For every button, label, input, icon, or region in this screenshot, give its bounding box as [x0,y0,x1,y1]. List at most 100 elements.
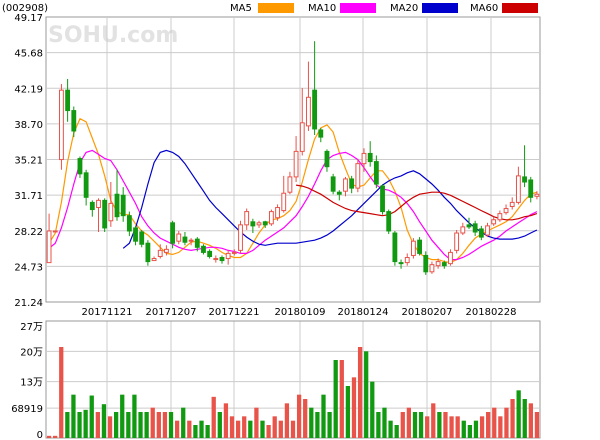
candle-body [151,258,157,262]
candle-body [392,232,398,263]
candle-body [361,152,367,165]
legend-label-ma60: MA60 [470,3,498,14]
date-x-axis: 20171121 20171207 20171221 20180109 20180124… [82,307,517,318]
date-tick-label: 20180207 [402,307,453,318]
candle-body [176,233,182,242]
volume-bar [296,394,302,438]
volume-bar [406,407,412,438]
candle-body [417,239,423,254]
volume-bar [333,360,338,438]
candle-body [485,225,490,236]
candle-body [77,158,83,175]
date-tick-label: 20180109 [275,307,326,318]
candle-body [145,242,151,263]
price-grid [45,16,541,438]
volume-bar [217,412,222,438]
volume-bar [528,403,533,438]
candle-body [275,207,280,219]
volume-bar [321,394,326,438]
volume-bar [114,412,119,438]
volume-bar [162,412,168,438]
candle-body [157,249,163,257]
price-tick-label: 49.17 [14,13,43,24]
price-tick-label: 35.21 [14,156,43,167]
volume-bar [120,394,125,438]
volume-tick-label: 68919 [11,404,43,415]
volume-bar [303,399,308,438]
volume-bar [534,412,540,438]
candle-body [262,221,268,226]
volume-bar [461,420,466,438]
volume-bar [83,409,88,438]
date-tick-label: 20180124 [338,307,389,318]
candle-body [225,252,231,260]
volume-bar [345,386,351,438]
volume-bar [357,347,363,438]
volume-tick-label: 20万 [20,347,43,358]
volume-bar [46,435,52,438]
volume-bar [77,412,82,438]
candle-body [503,208,509,214]
candle-body [52,230,58,233]
candle-body [478,228,484,238]
volume-bar [376,412,381,438]
candle-body [163,248,169,253]
date-tick-label: 20171221 [209,307,260,318]
candle-body [133,227,138,242]
candle-body [83,172,89,198]
date-tick-label: 20171121 [82,307,133,318]
price-tick-label: 21.24 [14,298,43,309]
date-tick-label: 20171207 [146,307,197,318]
candle-body [386,211,392,232]
candle-body [404,257,410,264]
volume-bar [260,420,265,438]
volume-bar [449,416,454,438]
stock-code-label: (002908) [2,3,48,14]
volume-bar [144,412,149,438]
volume-bar [339,360,344,438]
legend-label-ma5: MA5 [230,3,252,14]
candle-body [231,251,237,254]
ma-line-ma20 [122,149,538,249]
volume-bar [107,416,113,438]
volume-tick-label: 27万 [20,322,43,333]
volume-bar [272,416,277,438]
candle-body [448,251,453,265]
candle-body [318,129,324,138]
volume-bar [59,347,64,438]
date-tick-label: 20180228 [466,307,517,318]
candle-body [201,245,206,253]
candle-body [71,110,77,132]
volume-bar [412,412,418,438]
candle-body [435,261,441,267]
candle-body [466,224,472,228]
volume-bar [370,381,375,438]
volume-bar [455,416,460,438]
volume-bar [437,412,442,438]
price-tick-label: 42.19 [14,84,43,95]
volume-bar [193,425,198,438]
candle-body [96,199,101,209]
candle-body [324,150,330,168]
price-tick-label: 45.68 [14,49,43,60]
volume-bar [400,412,405,438]
candle-body [491,219,497,225]
volume-bar [168,412,174,438]
candle-body [398,262,404,265]
candle-body [65,89,71,112]
volume-bar [309,407,314,438]
volume-bar [71,394,76,438]
ma-line-ma10 [48,149,538,261]
volume-bar [473,420,479,438]
legend-swatch-ma60 [502,3,538,13]
volume-bar [504,407,509,438]
volume-bar [229,416,235,438]
price-tick-label: 31.71 [14,191,43,202]
volume-bar [101,404,107,438]
volume-bar [443,412,448,438]
volume-bar [266,425,271,438]
candle-body [268,211,274,225]
candle-body [349,178,355,189]
candle-body [330,176,336,192]
volume-bar [235,420,241,438]
